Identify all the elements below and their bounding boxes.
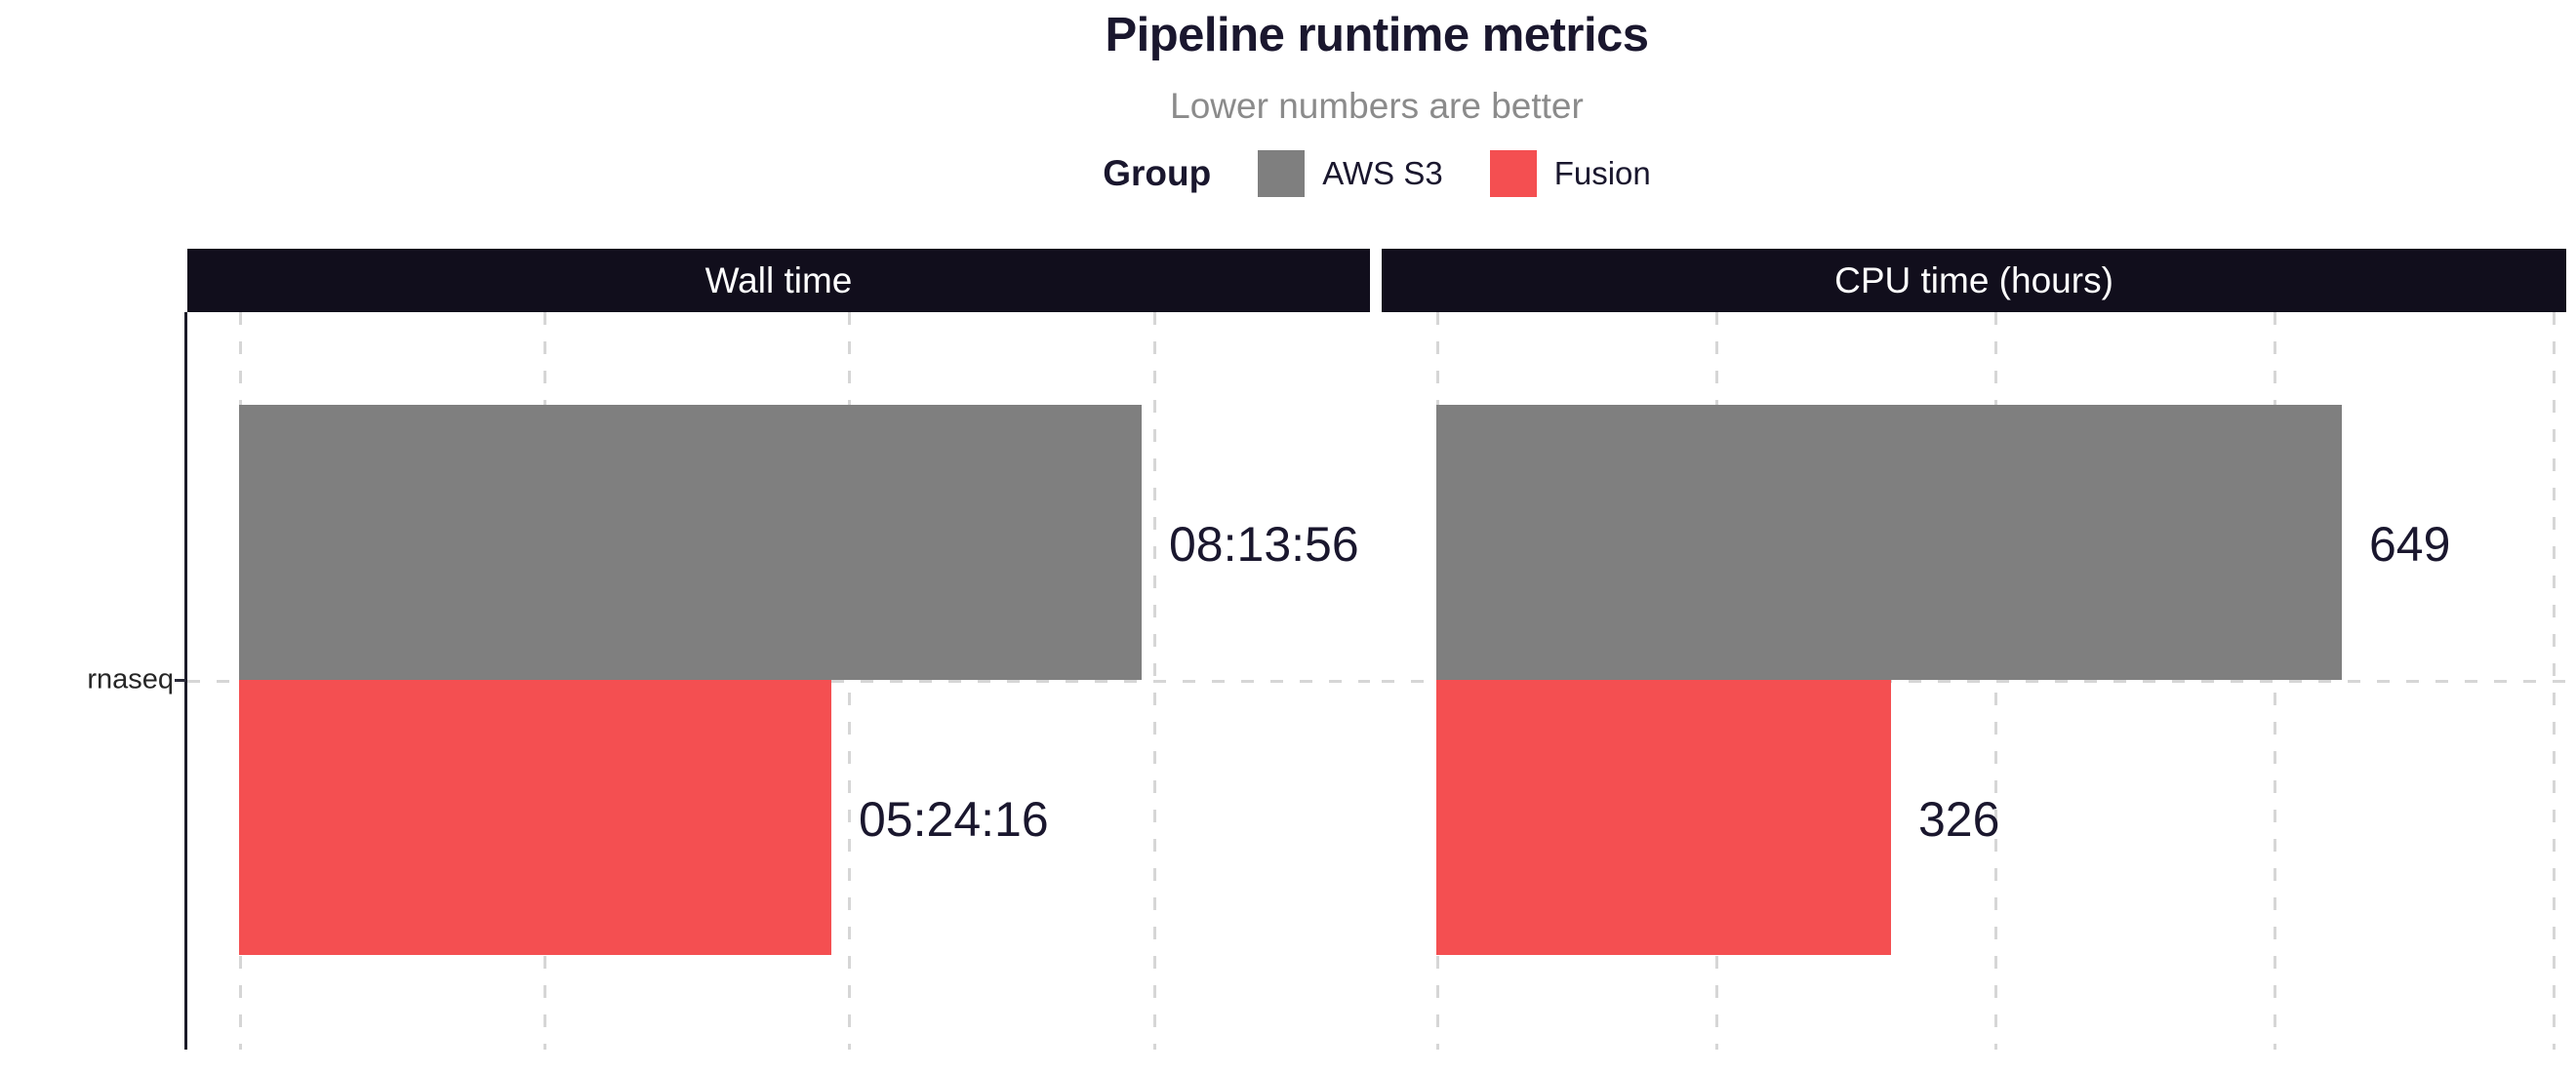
chart-subtitle: Lower numbers are better xyxy=(1170,86,1584,126)
legend-item-label: AWS S3 xyxy=(1322,155,1443,191)
panel-strip-1: CPU time (hours) xyxy=(1382,249,2566,312)
legend: Group AWS S3 Fusion xyxy=(187,146,2566,201)
panel-plot-0: 08:13:56 05:24:16 xyxy=(187,312,1370,1050)
y-axis-category-label: rnaseq xyxy=(87,663,174,695)
bar-aws-s3 xyxy=(1436,405,2342,680)
panel-strip-label: CPU time (hours) xyxy=(1834,259,2113,300)
bar-aws-s3 xyxy=(239,405,1142,680)
bar-fusion xyxy=(1436,680,1891,955)
legend-item-label: Fusion xyxy=(1553,155,1651,191)
bar-value-label: 326 xyxy=(1918,792,2000,847)
legend-item-fusion: Fusion xyxy=(1489,150,1651,197)
y-axis-line xyxy=(184,312,187,1050)
legend-item-aws-s3: AWS S3 xyxy=(1258,150,1443,197)
bar-fusion xyxy=(239,680,831,955)
panel-strip-0: Wall time xyxy=(187,249,1370,312)
legend-swatch-icon xyxy=(1258,150,1306,197)
bar-value-label: 05:24:16 xyxy=(859,792,1049,847)
y-axis-tick xyxy=(175,679,185,682)
legend-title: Group xyxy=(1103,153,1212,193)
bar-value-label: 08:13:56 xyxy=(1169,517,1359,572)
panel-plot-1: 649 326 xyxy=(1382,312,2566,1050)
legend-swatch-icon xyxy=(1489,150,1537,197)
chart-title: Pipeline runtime metrics xyxy=(1105,9,1649,61)
bar-value-label: 649 xyxy=(2369,517,2451,572)
gridline-category xyxy=(1382,680,2566,683)
panel-strip-label: Wall time xyxy=(704,259,853,300)
